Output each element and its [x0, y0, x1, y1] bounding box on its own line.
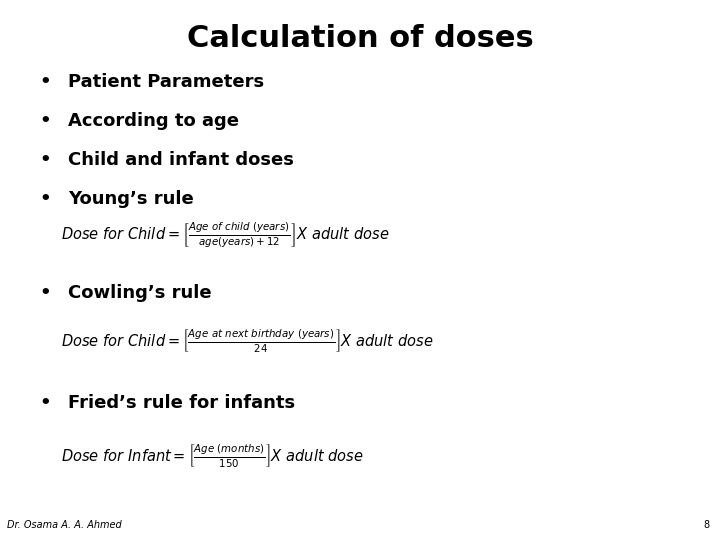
Text: 8: 8 — [703, 520, 709, 530]
Text: •: • — [40, 73, 51, 91]
Text: •: • — [40, 112, 51, 130]
Text: •: • — [40, 151, 51, 168]
Text: •: • — [40, 190, 51, 207]
Text: Cowling’s rule: Cowling’s rule — [68, 284, 212, 301]
Text: $\mathit{Dose\ for\ Child} = \left[\frac{\mathit{Age\ of\ child\ (years)}}{\math: $\mathit{Dose\ for\ Child} = \left[\frac… — [61, 220, 390, 249]
Text: Young’s rule: Young’s rule — [68, 190, 194, 207]
Text: According to age: According to age — [68, 112, 239, 130]
Text: Fried’s rule for infants: Fried’s rule for infants — [68, 394, 295, 412]
Text: Calculation of doses: Calculation of doses — [186, 24, 534, 53]
Text: •: • — [40, 394, 51, 412]
Text: $\mathit{Dose\ for\ Infant} = \left[\frac{\mathit{Age\ (months)}}{\mathit{150}}\: $\mathit{Dose\ for\ Infant} = \left[\fra… — [61, 443, 364, 470]
Text: Patient Parameters: Patient Parameters — [68, 73, 264, 91]
Text: Child and infant doses: Child and infant doses — [68, 151, 294, 168]
Text: $\mathit{Dose\ for\ Child} = \left[\frac{\mathit{Age\ at\ next\ birthday\ (years: $\mathit{Dose\ for\ Child} = \left[\frac… — [61, 328, 434, 355]
Text: Dr. Osama A. A. Ahmed: Dr. Osama A. A. Ahmed — [7, 520, 122, 530]
Text: •: • — [40, 284, 51, 301]
